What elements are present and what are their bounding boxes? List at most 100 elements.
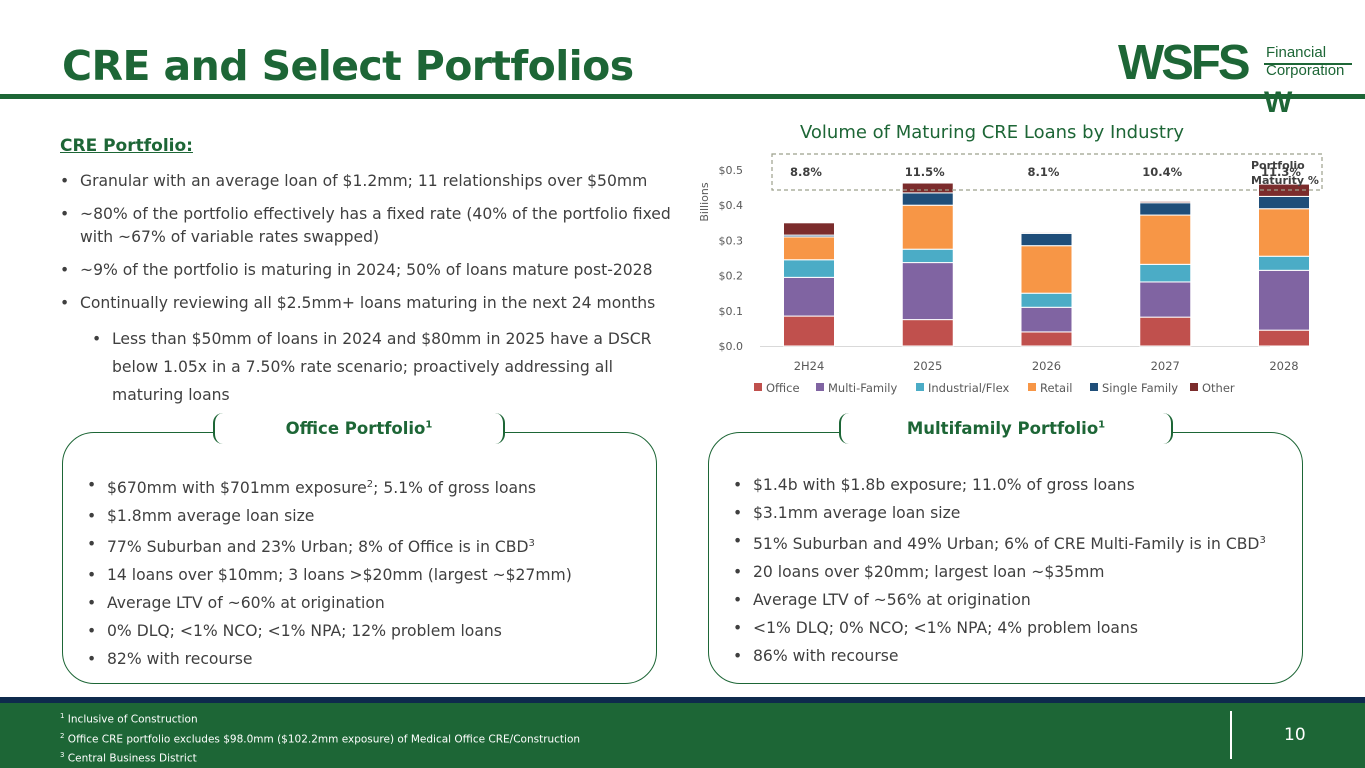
footer-accent-bar [0, 697, 1365, 703]
bar-segment-retail [783, 236, 835, 261]
footnote: 3 Central Business District [60, 751, 197, 765]
footnote: 1 Inclusive of Construction [60, 712, 198, 726]
bar-segment-retail [901, 204, 954, 250]
y-tick-label: $0.1 [719, 305, 744, 318]
logo-line-corporation: Corporation [1266, 62, 1345, 79]
y-axis-label: Billions [698, 182, 711, 221]
bar-segment-industrial-flex [1139, 263, 1192, 283]
office-bullet-list: $670mm with $701mm exposure2; 5.1% of gr… [87, 471, 647, 673]
x-tick-label: 2H24 [794, 359, 825, 373]
cre-sub-bullet: Less than $50mm of loans in 2024 and $80… [92, 325, 680, 409]
footer: 1 Inclusive of Construction 2 Office CRE… [0, 703, 1365, 768]
multifamily-bullet: <1% DLQ; 0% NCO; <1% NPA; 4% problem loa… [733, 614, 1293, 642]
bar-segment-office [901, 319, 954, 347]
multifamily-bullet-list: $1.4b with $1.8b exposure; 11.0% of gros… [733, 471, 1293, 670]
page-number: 10 [1284, 725, 1306, 745]
legend-label: Industrial/Flex [928, 381, 1009, 395]
y-tick-label: $0.0 [719, 340, 744, 353]
title-divider [0, 94, 1365, 99]
bar-segment-office [1258, 329, 1310, 347]
maturity-pct-label: 8.8% [790, 165, 822, 179]
bar-segment-retail [1258, 208, 1310, 257]
bar-segment-other [783, 222, 835, 236]
cre-bullet: Granular with an average loan of $1.2mm;… [60, 170, 680, 193]
maturity-pct-label: 10.4% [1142, 165, 1182, 179]
multifamily-bullet: $3.1mm average loan size [733, 499, 1293, 527]
bar-segment-office [1020, 331, 1073, 347]
office-bullet: 14 loans over $10mm; 3 loans >$20mm (lar… [87, 561, 647, 589]
bar-segment-other [1139, 200, 1192, 204]
bar-segment-single-family [1258, 195, 1310, 210]
x-tick-label: 2025 [913, 359, 942, 373]
x-tick-label: 2026 [1032, 359, 1061, 373]
y-tick-label: $0.4 [719, 199, 744, 212]
bar-segment-single-family [901, 192, 954, 206]
wsfs-logo: WSFS Financial Corporation W [1118, 38, 1354, 118]
bar-segment-multi-family [1139, 281, 1192, 318]
multifamily-bullet: $1.4b with $1.8b exposure; 11.0% of gros… [733, 471, 1293, 499]
bar-segment-industrial-flex [901, 248, 954, 264]
cre-portfolio-heading: CRE Portfolio: [60, 136, 193, 156]
multifamily-bullet: Average LTV of ~56% at origination [733, 586, 1293, 614]
office-bullet: 77% Suburban and 23% Urban; 8% of Office… [87, 530, 647, 561]
cre-bullet: Continually reviewing all $2.5mm+ loans … [60, 292, 680, 315]
bar-segment-office [783, 315, 835, 347]
logo-divider [1264, 63, 1352, 65]
legend-label: Multi-Family [828, 381, 897, 395]
y-tick-label: $0.5 [719, 164, 744, 177]
bar-segment-other [1020, 231, 1073, 234]
legend-swatch [816, 383, 824, 391]
multifamily-bullet: 51% Suburban and 49% Urban; 6% of CRE Mu… [733, 527, 1293, 558]
office-bullet: Average LTV of ~60% at origination [87, 589, 647, 617]
legend-label: Office [766, 381, 800, 395]
footnotes: 1 Inclusive of Construction 2 Office CRE… [60, 708, 580, 767]
bar-segment-single-family [1139, 202, 1192, 216]
cre-bullet-list: Granular with an average loan of $1.2mm;… [60, 170, 680, 419]
bar-segment-multi-family [1020, 306, 1073, 333]
maturity-label: Portfolio [1251, 159, 1305, 172]
bar-segment-office [1139, 316, 1192, 347]
footer-divider [1230, 711, 1232, 759]
maturing-loans-chart: $0.0 $0.1 $0.2 $0.3 $0.4 $0.5 Billions 2H24 8.8%… [698, 153, 1323, 395]
bar-segment-multi-family [783, 276, 835, 317]
multifamily-portfolio-heading: Multifamily Portfolio1 [839, 413, 1173, 444]
bar-segment-industrial-flex [783, 259, 835, 278]
multifamily-bullet: 86% with recourse [733, 642, 1293, 670]
legend-label: Other [1202, 381, 1235, 395]
office-bullet: 82% with recourse [87, 645, 647, 673]
office-bullet: 0% DLQ; <1% NCO; <1% NPA; 12% problem lo… [87, 617, 647, 645]
page-title: CRE and Select Portfolios [62, 42, 634, 90]
logo-mark: W [1264, 86, 1293, 119]
bar-segment-multi-family [901, 262, 954, 321]
logo-wordmark: WSFS [1118, 36, 1251, 90]
bar-segment-multi-family [1258, 269, 1310, 331]
maturity-pct-label: 11.3% [1261, 165, 1301, 179]
maturity-label: Maturity % [1251, 174, 1319, 187]
office-portfolio-box: Office Portfolio1 $670mm with $701mm exp… [62, 413, 657, 684]
cre-bullet: ~80% of the portfolio effectively has a … [60, 203, 680, 249]
office-bullet: $1.8mm average loan size [87, 502, 647, 530]
legend-swatch [1090, 383, 1098, 391]
multifamily-bullet: 20 loans over $20mm; largest loan ~$35mm [733, 558, 1293, 586]
legend-swatch [754, 383, 762, 391]
x-tick-label: 2028 [1269, 359, 1298, 373]
bar-segment-retail [1020, 245, 1073, 294]
bar-segment-industrial-flex [1258, 255, 1310, 271]
logo-subtitle: Financial Corporation [1266, 44, 1350, 80]
maturity-pct-label: 8.1% [1028, 165, 1060, 179]
legend-label: Single Family [1102, 381, 1178, 395]
y-tick-label: $0.2 [719, 270, 744, 283]
bar-segment-retail [1139, 214, 1192, 265]
chart-title: Volume of Maturing CRE Loans by Industry [800, 122, 1184, 143]
cre-bullet: ~9% of the portfolio is maturing in 2024… [60, 259, 680, 282]
maturity-callout-box [771, 153, 1323, 191]
bar-segment-other [901, 182, 954, 194]
logo-line-financial: Financial [1266, 44, 1327, 61]
multifamily-portfolio-box: Multifamily Portfolio1 $1.4b with $1.8b … [708, 413, 1303, 684]
legend-label: Retail [1040, 381, 1073, 395]
office-portfolio-heading: Office Portfolio1 [213, 413, 505, 444]
bar-segment-industrial-flex [1020, 292, 1073, 308]
legend-swatch [1028, 383, 1036, 391]
office-bullet: $670mm with $701mm exposure2; 5.1% of gr… [87, 471, 647, 502]
legend-swatch [916, 383, 924, 391]
